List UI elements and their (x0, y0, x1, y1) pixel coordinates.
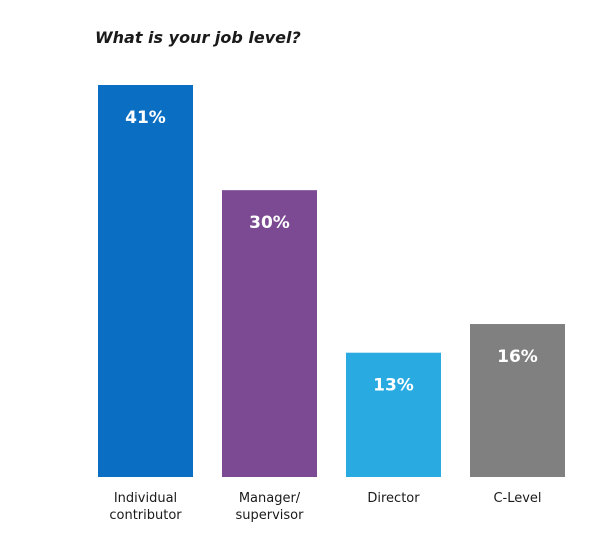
category-label-3: C-Level (493, 491, 541, 506)
category-label-line: supervisor (236, 508, 305, 523)
category-label-line: Director (367, 491, 420, 506)
chart-title: What is your job level? (95, 28, 301, 47)
bar-0 (98, 85, 193, 477)
data-label-1: 30% (249, 213, 290, 233)
bar-3 (470, 324, 565, 477)
data-label-2: 13% (373, 376, 414, 396)
data-label-0: 41% (125, 108, 166, 128)
category-label-2: Director (367, 491, 420, 506)
category-label-line: contributor (109, 508, 182, 523)
category-label-1: Manager/supervisor (236, 491, 305, 523)
category-label-0: Individual contributor (109, 491, 182, 523)
category-label-line: Manager/ (239, 491, 301, 506)
data-label-3: 16% (497, 347, 538, 367)
bar-1 (222, 190, 317, 478)
category-label-line: Individual (114, 491, 177, 506)
bar-2 (346, 352, 441, 477)
category-label-line: C-Level (493, 491, 541, 506)
